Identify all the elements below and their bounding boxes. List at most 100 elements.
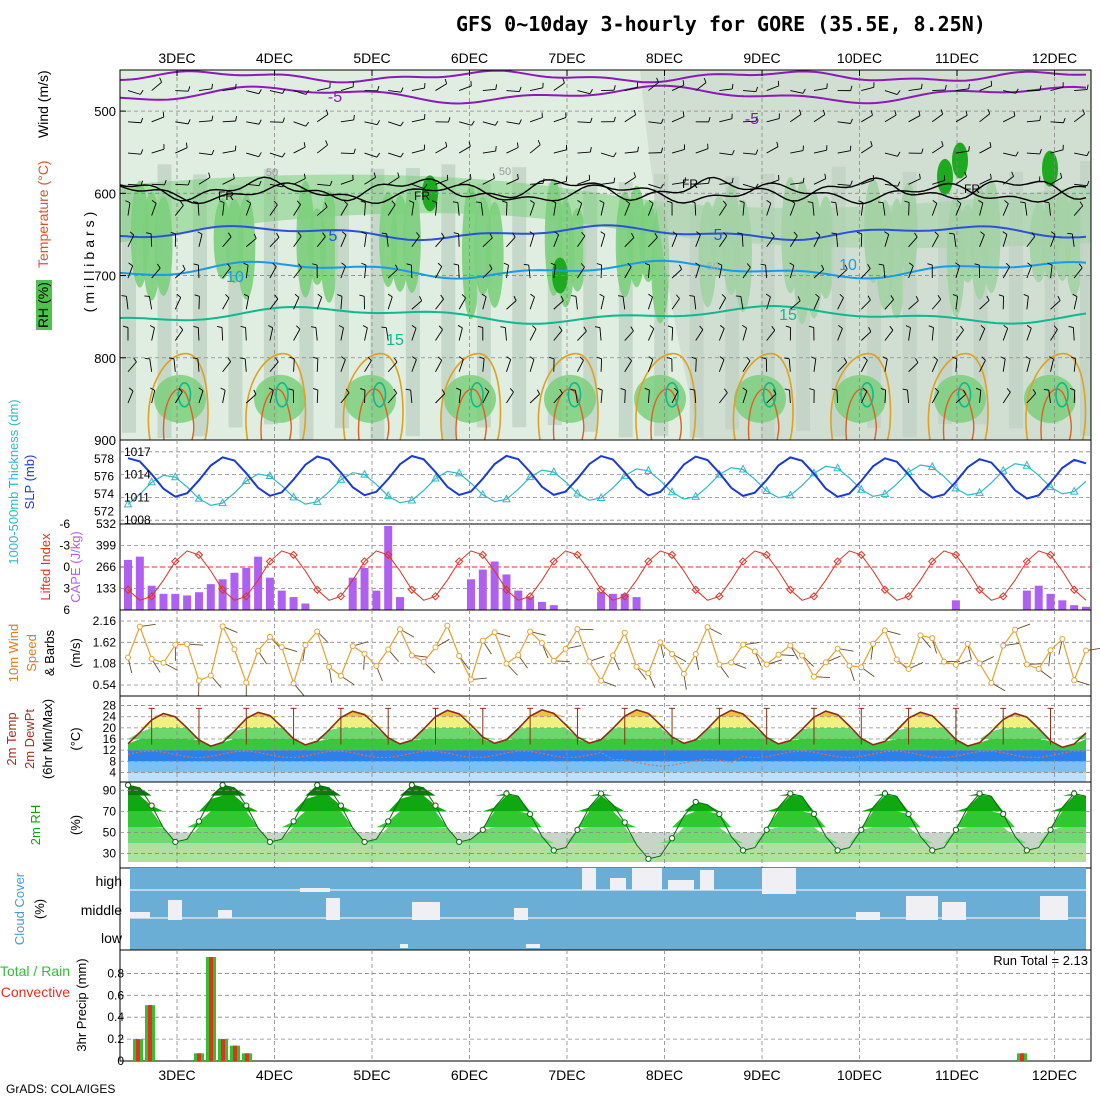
rh2m-band (128, 827, 1086, 844)
cape-bar (348, 577, 357, 610)
wind-barb (151, 327, 155, 341)
wind-barb-flag (975, 387, 981, 391)
contour-label: 50 (707, 261, 719, 273)
wind-barb (908, 300, 919, 310)
lifted-index-marker (833, 557, 842, 566)
cape-bar (632, 597, 641, 610)
wind-barb-flag (240, 357, 246, 360)
rh2m-marker (739, 847, 747, 854)
wind-barb (245, 327, 247, 341)
wind-barb-flag (766, 200, 772, 204)
wind-barb (788, 358, 791, 372)
contour-label: 5 (329, 228, 338, 245)
wind10-marker (550, 657, 557, 664)
wind-barb-flag (802, 177, 805, 183)
wind10-marker (444, 622, 451, 629)
wind-barb-flag (281, 152, 286, 158)
wind10-marker (467, 676, 474, 683)
wind-barb (411, 183, 425, 189)
wind-barb (175, 121, 189, 125)
rh-blob (583, 182, 598, 432)
wind-barb (1026, 265, 1032, 279)
wind-barb (1050, 234, 1056, 247)
wind-barb-flag (185, 142, 188, 148)
slp-line (127, 454, 1087, 500)
wind10-marker (385, 646, 392, 653)
wind-barb (175, 147, 188, 154)
wind-barb (860, 299, 871, 310)
wind10-label-c: & Barbs (42, 629, 57, 676)
wind-barb (197, 358, 200, 372)
cape-bar (372, 590, 381, 610)
wind-barb (790, 182, 804, 185)
rh2m-unit: (%) (68, 815, 83, 835)
wind-barb (316, 144, 328, 154)
wind-barb-flag (125, 200, 131, 204)
wind-barb-flag (815, 293, 820, 298)
wind-barb-flag (192, 357, 198, 360)
wind-barb (835, 202, 839, 216)
rh2m-panel: 90 70 50 30 2m RH (%) (28, 781, 1092, 869)
wind-barb-flag (944, 84, 947, 91)
temp2m-ytick: 24 (103, 710, 117, 724)
wind-barb (458, 359, 464, 372)
cape-bar (1058, 600, 1067, 610)
wind10-marker (810, 673, 817, 680)
wind-barb-flag (550, 262, 556, 266)
wind-barb-flag (897, 181, 901, 187)
wind-barb-flag (395, 264, 399, 270)
wind-barb-flag (146, 232, 152, 235)
rh2m-marker (550, 847, 557, 854)
wind-barb (340, 152, 354, 154)
wind-barb-flag (870, 110, 873, 116)
wind-barb-flag (176, 293, 182, 298)
wind-barb (695, 182, 709, 185)
wind-barb-flag (469, 173, 472, 179)
wind-barb (884, 234, 890, 247)
wind-barb (837, 121, 851, 124)
wind-barb-flag (1082, 109, 1085, 115)
wind-barb (364, 360, 372, 372)
wind-barb (931, 391, 940, 404)
wind-barb-flag (400, 87, 404, 93)
thickness-ytick: 578 (94, 452, 114, 466)
cape-bar (159, 593, 168, 610)
wind-barb-flag (240, 326, 246, 328)
wind-barb (860, 391, 868, 404)
wind-barb-flag (353, 114, 355, 120)
wind-barb-flag (1068, 326, 1074, 328)
contour-label: FR (964, 182, 980, 196)
wind-barb (1002, 358, 1006, 372)
wind-barb-flag (773, 389, 777, 395)
cape-bar (597, 592, 606, 610)
wind-barb-flag (721, 294, 726, 299)
wind-barb-flag (140, 149, 144, 155)
date-label-top: 9DEC (743, 50, 780, 66)
wind-barb (908, 362, 919, 373)
wind-barb-flag (731, 177, 734, 183)
cape-bar (1046, 593, 1055, 610)
wind-barb (955, 329, 964, 341)
wind-barb-flag (613, 85, 616, 91)
wind-barb (127, 265, 134, 279)
wind-barb (553, 330, 563, 341)
wind-barb (506, 202, 508, 216)
wind-barb (316, 296, 323, 310)
wind-barb-flag (272, 262, 277, 267)
wind-barb-flag (760, 263, 766, 266)
wind-barb (813, 358, 817, 372)
wind-barb (529, 296, 535, 310)
wind-barb (482, 121, 496, 126)
cloud-clear-blocks (130, 868, 1086, 948)
wind-barb (245, 203, 252, 216)
wind-barb (882, 202, 886, 216)
thickness-marker (289, 492, 298, 501)
wind-barb (931, 327, 934, 341)
wind-barb-flag (517, 173, 519, 180)
wind-barb (1003, 115, 1016, 123)
wind-barb-flag (268, 387, 274, 391)
wind10-marker (527, 628, 534, 635)
thickness-marker (525, 472, 535, 481)
wind-barb-flag (232, 173, 235, 179)
wind-barb (174, 391, 183, 404)
